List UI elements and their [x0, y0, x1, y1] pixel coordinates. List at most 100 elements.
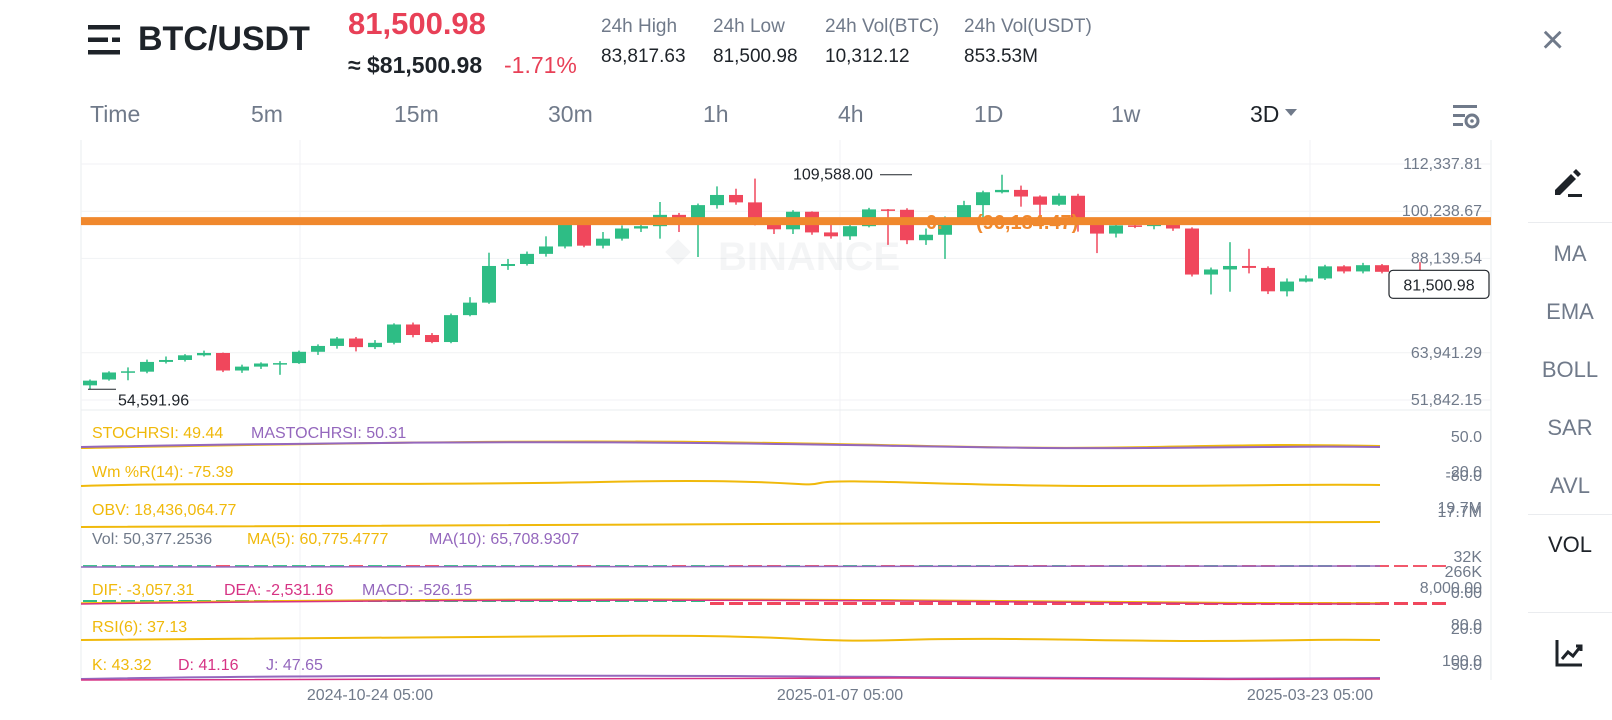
tab-1w[interactable]: 1w [1111, 101, 1141, 127]
candle-body[interactable] [406, 324, 420, 336]
candle-body[interactable] [444, 315, 458, 343]
candle-body[interactable] [843, 226, 857, 237]
candle-body[interactable] [1356, 265, 1370, 272]
tab-15m[interactable]: 15m [394, 101, 439, 127]
tab-1h[interactable]: 1h [703, 101, 729, 127]
current-price-box [1388, 269, 1490, 299]
candle-body[interactable] [463, 302, 477, 316]
y-axis-tick: 63,941.29 [1411, 345, 1482, 362]
macd-histogram-bar [102, 600, 116, 602]
side-tool-vol[interactable]: VOL [1547, 532, 1593, 557]
side-tool-sar[interactable]: SAR [1547, 415, 1593, 440]
volume-bar [83, 565, 97, 567]
candle-body[interactable] [1109, 225, 1123, 234]
candle-body[interactable] [235, 366, 249, 371]
candle-body[interactable] [1147, 224, 1161, 227]
macd-histogram-bar [824, 602, 838, 605]
candle-body[interactable] [102, 372, 116, 380]
candle-body[interactable] [501, 264, 515, 266]
candlestick-chart[interactable]: BINANCE 0. (96,184.47) 109,588.00 54,591… [0, 0, 1500, 720]
candle-body[interactable] [881, 209, 895, 211]
candle-body[interactable] [1128, 225, 1142, 227]
candle-body[interactable] [159, 359, 173, 362]
candle-body[interactable] [254, 363, 268, 367]
side-tool-avl[interactable]: AVL [1550, 473, 1590, 498]
candle-body[interactable] [558, 220, 572, 247]
tab-5m[interactable]: 5m [251, 101, 283, 127]
candle-body[interactable] [1280, 281, 1294, 292]
tab-3d[interactable]: 3D [1250, 101, 1298, 128]
mastochrsi-label: MASTOCHRSI: 50.31 [251, 425, 406, 442]
candle-body[interactable] [1337, 266, 1351, 272]
pair-title[interactable]: BTC/USDT [138, 20, 310, 58]
macd-histogram-bar [995, 602, 1009, 605]
candle-body[interactable] [615, 228, 629, 239]
y-axis-tick: 100,238.67 [1402, 203, 1482, 220]
candle-body[interactable] [178, 355, 192, 360]
candle-body[interactable] [634, 226, 648, 229]
candle-body[interactable] [710, 194, 724, 206]
candle-body[interactable] [368, 342, 382, 348]
candle-body[interactable] [824, 232, 838, 237]
candle-body[interactable] [729, 194, 743, 203]
macd-tick-top: 8,000.00 [1420, 580, 1482, 597]
candle-body[interactable] [349, 338, 363, 348]
candle-body[interactable] [216, 352, 230, 371]
candle-body[interactable] [1223, 265, 1237, 270]
macd-dif-label: DIF: -3,057.31 [92, 582, 194, 599]
candle-body[interactable] [596, 238, 610, 246]
stochrsi-tick: 50.0 [1451, 429, 1482, 446]
candle-body[interactable] [957, 205, 971, 218]
candle-body[interactable] [197, 352, 211, 356]
side-tool-boll[interactable]: BOLL [1541, 357, 1599, 382]
macd-value-label: MACD: -526.15 [362, 582, 472, 599]
side-tool-ema[interactable]: EMA [1546, 299, 1594, 324]
candle-body[interactable] [1033, 196, 1047, 205]
tab-time[interactable]: Time [90, 101, 141, 127]
candle-body[interactable] [919, 234, 933, 241]
volume-bar [197, 565, 211, 567]
candle-body[interactable] [273, 363, 287, 365]
candle-body[interactable] [140, 361, 154, 372]
candle-body[interactable] [539, 246, 553, 254]
stat-value-24h-low: 81,500.98 [713, 46, 798, 67]
candle-body[interactable] [425, 335, 439, 343]
volume-bar [102, 565, 116, 567]
candle-body[interactable] [121, 371, 135, 373]
candle-body[interactable] [976, 192, 990, 206]
candle-body[interactable] [292, 351, 306, 364]
candle-body[interactable] [1375, 265, 1389, 272]
candle-body[interactable] [672, 214, 686, 218]
candle-body[interactable] [387, 324, 401, 343]
candle-body[interactable] [1204, 269, 1218, 275]
candle-body[interactable] [1299, 278, 1313, 282]
tab-30m[interactable]: 30m [548, 101, 593, 127]
candle-body[interactable] [995, 189, 1009, 193]
candle-body[interactable] [691, 205, 705, 218]
candle-body[interactable] [1242, 265, 1256, 268]
tab-4h[interactable]: 4h [838, 101, 864, 127]
candle-body[interactable] [748, 202, 762, 221]
stat-value-24h-vol-btc: 10,312.12 [825, 46, 910, 67]
candle-body[interactable] [330, 338, 344, 346]
candle-body[interactable] [1185, 228, 1199, 275]
close-button[interactable]: × [1541, 18, 1565, 62]
candle-body[interactable] [1318, 266, 1332, 279]
candle-body[interactable] [1090, 223, 1104, 234]
candle-body[interactable] [482, 265, 496, 303]
candle-body[interactable] [1014, 189, 1028, 197]
candle-body[interactable] [1071, 195, 1085, 224]
candle-body[interactable] [1166, 224, 1180, 229]
candle-body[interactable] [1261, 267, 1275, 292]
candle-body[interactable] [83, 380, 97, 386]
draw-pencil-icon[interactable] [1552, 166, 1584, 198]
indicator-chart-icon[interactable] [1554, 638, 1584, 668]
chart-settings-icon[interactable] [1452, 102, 1480, 130]
candle-body[interactable] [311, 345, 325, 352]
tab-1d[interactable]: 1D [974, 101, 1004, 127]
side-tool-ma[interactable]: MA [1553, 241, 1587, 266]
menu-icon[interactable] [88, 22, 124, 58]
candle-body[interactable] [520, 253, 534, 265]
candle-body[interactable] [577, 220, 591, 246]
candle-body[interactable] [1052, 195, 1066, 205]
